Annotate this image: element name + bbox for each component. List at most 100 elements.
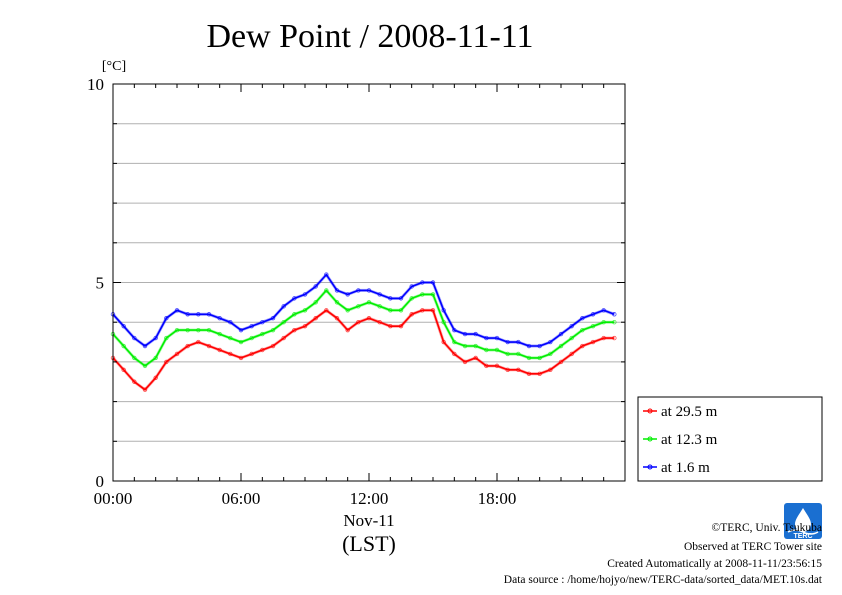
data-point	[302, 292, 308, 297]
data-point	[388, 296, 393, 301]
data-point	[228, 351, 233, 357]
data-point	[228, 335, 233, 341]
data-point	[612, 312, 617, 317]
data-point	[388, 308, 393, 313]
data-point	[494, 363, 500, 369]
data-point	[580, 316, 585, 321]
data-point	[452, 327, 457, 333]
x-tick-label: 06:00	[222, 489, 261, 508]
data-point	[206, 327, 212, 333]
data-point	[558, 343, 564, 349]
legend-marker-29-5m	[647, 408, 653, 414]
data-point	[324, 272, 329, 277]
data-point	[121, 343, 126, 349]
data-point	[313, 316, 318, 321]
data-point	[270, 316, 276, 321]
x-tick-label: 00:00	[94, 489, 133, 508]
data-point	[185, 343, 190, 349]
data-point	[590, 312, 596, 317]
data-point	[366, 316, 372, 321]
data-point	[473, 355, 478, 361]
data-point	[516, 367, 521, 373]
data-point	[612, 335, 617, 341]
series-layer	[110, 272, 617, 392]
x-tick-label: 12:00	[350, 489, 389, 508]
data-point	[153, 355, 158, 361]
data-point	[238, 355, 244, 361]
data-point	[217, 347, 222, 353]
data-point	[505, 339, 510, 345]
created-text: Created Automatically at 2008-11-11/23:5…	[607, 558, 822, 570]
data-point	[537, 343, 542, 349]
data-point	[142, 343, 148, 349]
copyright-text: ©TERC, Univ. Tsukuba	[712, 522, 822, 534]
data-point	[430, 308, 436, 313]
data-point	[260, 331, 265, 337]
data-point	[430, 292, 436, 297]
data-point	[409, 312, 414, 317]
data-point	[174, 308, 180, 313]
data-point	[505, 351, 510, 357]
data-point	[548, 351, 553, 357]
data-point	[270, 343, 276, 349]
legend-marker-1-6m	[647, 464, 653, 470]
data-point	[420, 280, 425, 285]
data-point	[366, 300, 372, 305]
data-point	[345, 327, 350, 333]
data-point	[526, 371, 532, 377]
data-point	[121, 323, 126, 329]
data-point	[377, 320, 382, 325]
data-point	[334, 288, 340, 293]
data-point	[516, 351, 521, 357]
data-point	[548, 339, 553, 345]
legend-marker-12-3m	[647, 436, 653, 442]
data-point	[345, 292, 350, 297]
y-tick-labels: 0 5 10	[87, 75, 104, 491]
data-point	[206, 343, 212, 349]
data-point	[558, 331, 564, 337]
data-point	[292, 296, 297, 301]
data-point	[462, 359, 468, 365]
data-point	[601, 308, 606, 313]
data-point	[313, 300, 318, 305]
series-band	[111, 273, 615, 348]
data-point	[174, 351, 180, 357]
data-point	[228, 320, 233, 325]
data-point	[612, 320, 617, 325]
data-point	[132, 335, 137, 341]
data-point	[452, 339, 457, 345]
data-point	[484, 363, 489, 369]
data-point	[121, 367, 126, 373]
data-point	[196, 327, 201, 333]
data-point	[164, 316, 169, 321]
y-tick-label: 10	[87, 75, 104, 94]
series-at-29-5-m	[110, 308, 617, 392]
data-point	[420, 308, 425, 313]
data-point	[590, 339, 596, 345]
data-point	[270, 327, 276, 333]
data-point	[569, 323, 574, 329]
data-point	[601, 335, 606, 341]
data-point	[526, 355, 532, 361]
data-point	[398, 323, 404, 329]
data-point	[377, 304, 382, 309]
data-point	[302, 308, 308, 313]
data-point	[132, 379, 137, 384]
observed-text: Observed at TERC Tower site	[684, 541, 822, 553]
data-point	[334, 316, 340, 321]
data-point	[185, 327, 190, 333]
data-point	[132, 355, 137, 361]
data-point	[164, 359, 169, 365]
data-point	[217, 316, 222, 321]
data-point	[345, 308, 350, 313]
y-tick-label: 0	[96, 472, 105, 491]
data-source-text: Data source : /home/hojyo/new/TERC-data/…	[504, 574, 823, 586]
data-point	[302, 323, 308, 329]
legend-label-12-3m: at 12.3 m	[661, 432, 718, 448]
data-point	[206, 312, 212, 317]
data-point	[409, 296, 414, 301]
data-point	[238, 339, 244, 345]
data-point	[537, 355, 542, 361]
data-point	[153, 335, 158, 341]
